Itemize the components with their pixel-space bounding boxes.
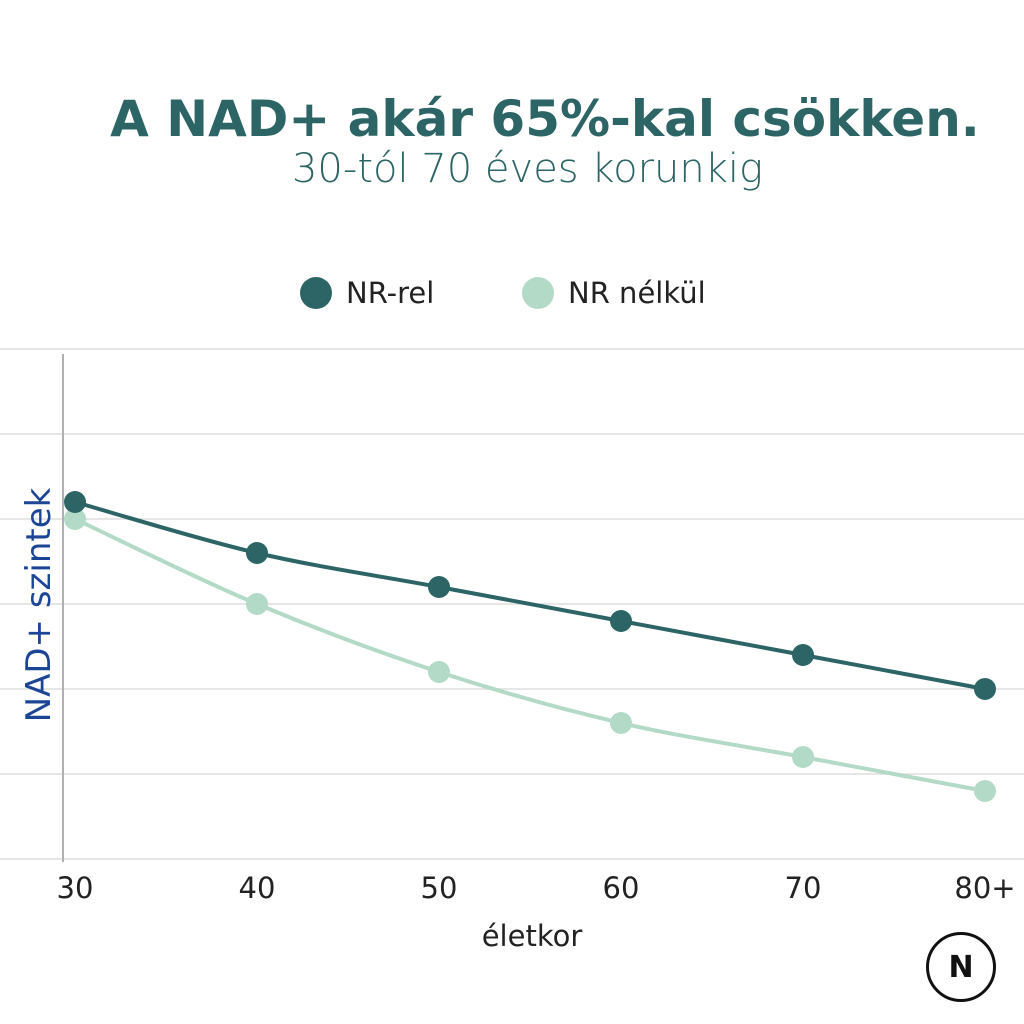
chart-title: A NAD+ akár 65%-kal csökken. [110, 90, 980, 148]
data-point [610, 610, 632, 632]
data-point [246, 542, 268, 564]
x-axis-label: életkor [482, 919, 583, 953]
x-tick-label: 70 [785, 871, 822, 905]
legend-label-nr-rel: NR-rel [346, 276, 435, 310]
series-line [74, 517, 986, 793]
legend-marker-nr-nelkul [522, 277, 554, 309]
data-point [792, 746, 814, 768]
x-tick-label: 30 [57, 871, 94, 905]
data-point [428, 576, 450, 598]
data-point [428, 661, 450, 683]
legend-item-nr-rel: NR-rel [300, 276, 434, 310]
data-point [64, 508, 86, 530]
x-tick-label: 40 [239, 871, 276, 905]
logo-letter: N [948, 949, 974, 985]
data-point [610, 712, 632, 734]
legend-item-nr-nelkul: NR nélkül [522, 276, 706, 310]
data-point [64, 491, 86, 513]
data-point [974, 678, 996, 700]
y-axis-label: NAD+ szintek [19, 487, 59, 722]
data-point [974, 780, 996, 802]
legend-label-nr-nelkul: NR nélkül [568, 276, 706, 310]
legend-marker-nr-rel [300, 277, 332, 309]
x-tick-label: 60 [603, 871, 640, 905]
data-point [246, 593, 268, 615]
brand-logo: N [926, 932, 996, 1002]
chart-subtitle: 30-tól 70 éves korunkig [291, 146, 763, 192]
data-point [792, 644, 814, 666]
x-tick-label: 50 [421, 871, 458, 905]
x-tick-label: 80+ [954, 871, 1015, 905]
series-line [74, 500, 986, 691]
